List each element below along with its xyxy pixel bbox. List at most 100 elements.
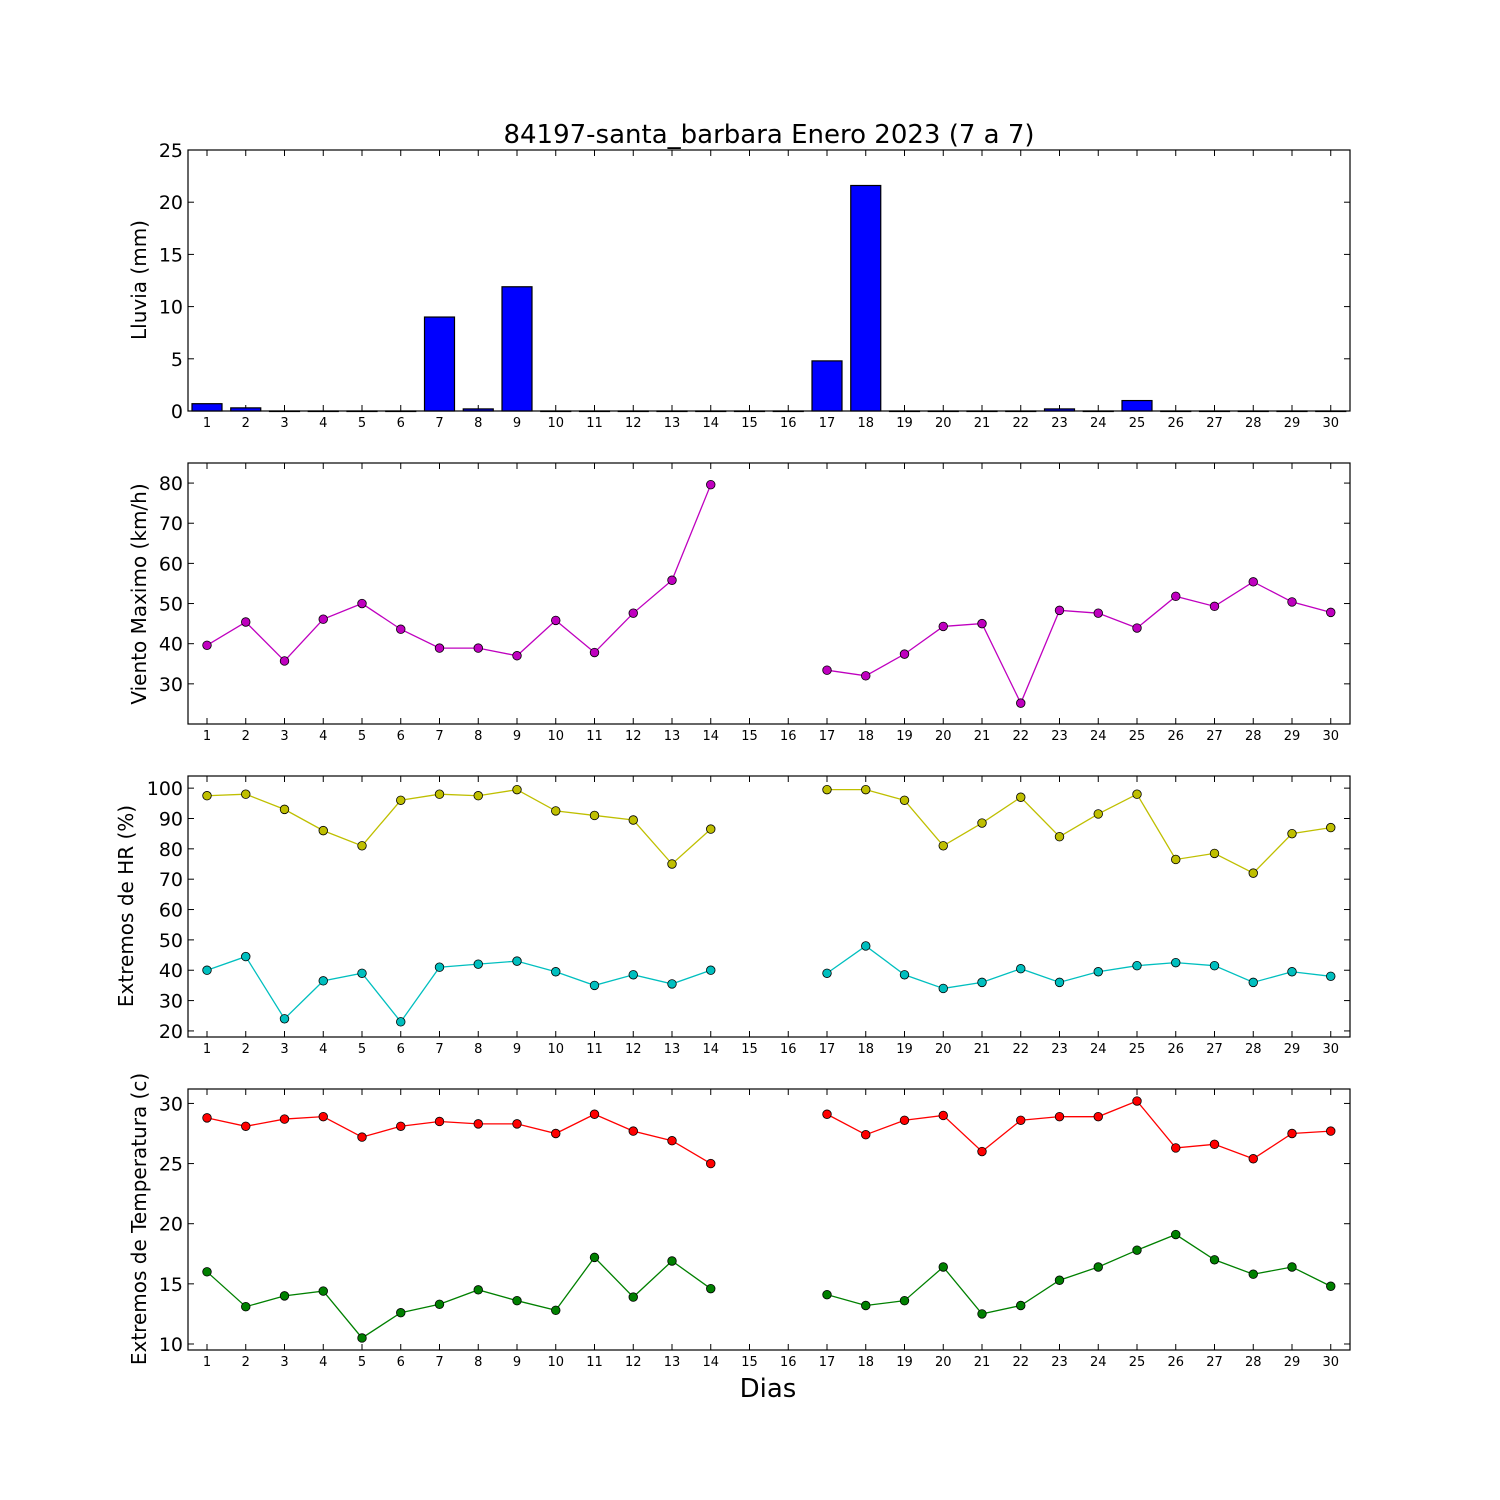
data-point <box>939 1263 948 1272</box>
data-point <box>358 599 367 608</box>
x-tick-label: 6 <box>397 1042 405 1057</box>
x-tick-label: 29 <box>1284 1355 1301 1370</box>
series-line <box>207 1235 1331 1338</box>
y-tick-label: 20 <box>159 1021 183 1043</box>
x-tick-label: 2 <box>242 1042 250 1057</box>
y-tick-label: 25 <box>159 140 183 162</box>
y-tick-label: 20 <box>159 192 183 214</box>
plot-frame <box>188 776 1350 1037</box>
data-point <box>319 977 328 986</box>
data-point <box>203 791 212 800</box>
x-tick-label: 10 <box>547 416 564 431</box>
x-tick-label: 20 <box>935 729 952 744</box>
x-tick-label: 12 <box>625 1355 642 1370</box>
x-tick-label: 22 <box>1012 1355 1029 1370</box>
x-tick-label: 14 <box>702 729 719 744</box>
data-point <box>1326 1127 1335 1136</box>
data-point <box>861 1130 870 1139</box>
x-tick-label: 3 <box>280 729 288 744</box>
data-point <box>319 1287 328 1296</box>
data-point <box>1210 849 1219 858</box>
rain-bar <box>890 411 920 412</box>
x-tick-label: 19 <box>896 416 913 431</box>
y-tick-label: 30 <box>159 674 183 696</box>
x-tick-label: 8 <box>474 1355 482 1370</box>
x-tick-label: 8 <box>474 416 482 431</box>
data-point <box>900 1116 909 1125</box>
y-tick-label: 10 <box>159 1334 183 1356</box>
data-point <box>1133 1246 1142 1255</box>
data-point <box>823 666 832 675</box>
data-point <box>590 648 599 657</box>
x-tick-label: 1 <box>203 416 211 431</box>
y-tick-label: 30 <box>159 1093 183 1115</box>
y-tick-label: 0 <box>171 401 183 423</box>
data-point <box>861 672 870 681</box>
x-tick-label: 22 <box>1012 1042 1029 1057</box>
data-point <box>203 966 212 975</box>
rain-bar <box>967 411 997 412</box>
data-point <box>900 796 909 805</box>
data-point <box>823 785 832 794</box>
figure-title: 84197-santa_barbara Enero 2023 (7 a 7) <box>503 120 1034 150</box>
rain-bar <box>192 404 222 411</box>
data-point <box>1094 1112 1103 1121</box>
x-tick-label: 18 <box>857 1042 874 1057</box>
x-tick-label: 19 <box>896 729 913 744</box>
data-point <box>1171 592 1180 601</box>
y-tick-label: 15 <box>159 244 183 266</box>
data-point <box>319 826 328 835</box>
x-tick-label: 23 <box>1051 1042 1068 1057</box>
data-point <box>1249 978 1258 987</box>
x-tick-label: 19 <box>896 1042 913 1057</box>
temperature-panel: 10152025301 2 3 4 5 6 7 8 9 10 11 12 13 14 15 16 17 18 19 2… <box>159 1089 1350 1370</box>
x-tick-label: 10 <box>547 1042 564 1057</box>
x-tick-label: 12 <box>625 416 642 431</box>
x-tick-label: 23 <box>1051 1355 1068 1370</box>
data-point <box>668 860 677 869</box>
data-point <box>629 609 638 618</box>
series-line <box>207 946 1331 1022</box>
data-point <box>1210 1255 1219 1264</box>
data-point <box>706 1159 715 1168</box>
data-point <box>241 618 250 627</box>
rain-bar <box>270 411 300 412</box>
x-tick-label: 18 <box>857 729 874 744</box>
data-point <box>939 622 948 631</box>
data-point <box>551 616 560 625</box>
y-tick-label: 90 <box>159 808 183 830</box>
rain-bar <box>541 411 571 412</box>
rain-bar <box>1122 401 1152 411</box>
rain-bar <box>1316 411 1346 412</box>
data-point <box>551 967 560 976</box>
data-point <box>1094 967 1103 976</box>
x-tick-label: 16 <box>780 1042 797 1057</box>
rain-axis-label: Lluvia (mm) <box>127 220 151 340</box>
data-point <box>629 1127 638 1136</box>
x-tick-label: 20 <box>935 1042 952 1057</box>
y-tick-label: 50 <box>159 594 183 616</box>
y-tick-label: 30 <box>159 991 183 1013</box>
x-tick-label: 24 <box>1090 416 1107 431</box>
x-tick-label: 7 <box>435 416 443 431</box>
data-point <box>203 1268 212 1277</box>
x-tick-label: 9 <box>513 729 521 744</box>
x-tick-label: 28 <box>1245 1355 1262 1370</box>
x-tick-label: 10 <box>547 1355 564 1370</box>
rain-bar <box>773 411 803 412</box>
x-tick-label: 9 <box>513 1042 521 1057</box>
rain-bar <box>1161 411 1191 412</box>
x-tick-label: 15 <box>741 1355 758 1370</box>
x-tick-label: 25 <box>1129 416 1146 431</box>
data-point <box>629 970 638 979</box>
data-point <box>900 650 909 659</box>
temperature-axis-label: Extremos de Temperatura (c) <box>127 1073 151 1365</box>
x-tick-label: 29 <box>1284 1042 1301 1057</box>
data-point <box>1133 961 1142 970</box>
data-point <box>1210 1140 1219 1149</box>
plot-frame <box>188 150 1350 411</box>
rain-bar <box>812 361 842 411</box>
rain-bar <box>735 411 765 412</box>
